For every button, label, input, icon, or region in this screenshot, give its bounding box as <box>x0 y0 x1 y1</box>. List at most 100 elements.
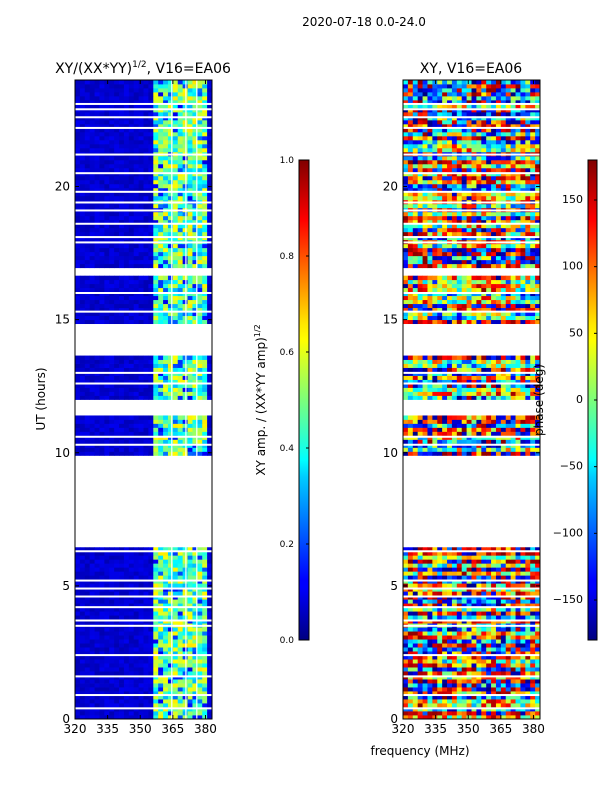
amp-cell <box>207 379 213 384</box>
amp-cell <box>94 127 100 133</box>
phase-cell <box>407 643 414 648</box>
amp-cell <box>133 363 139 368</box>
amp-cell <box>128 127 135 133</box>
amp-cell <box>119 451 125 456</box>
amp-cell <box>143 231 149 237</box>
phase-cell <box>451 715 458 720</box>
amp-cell <box>133 251 139 257</box>
phase-cell <box>491 711 497 716</box>
phase-cell <box>432 667 438 672</box>
amp-cell <box>128 379 135 384</box>
phase-cell <box>515 431 521 436</box>
amp-cell <box>143 103 149 109</box>
phase-cell <box>481 655 487 660</box>
phase-cell <box>505 627 512 632</box>
phase-cell <box>476 627 482 632</box>
amp-cell <box>109 251 115 257</box>
amp-cell <box>99 191 105 197</box>
phase-cell <box>422 591 428 596</box>
phase-cell <box>491 571 497 576</box>
phase-cell <box>451 431 458 436</box>
amp-cell <box>109 191 115 197</box>
amp-cell <box>148 431 154 436</box>
amp-cell <box>79 627 86 632</box>
amp-cell <box>197 91 203 97</box>
phase-cell <box>476 671 482 676</box>
amp-cell <box>133 143 139 149</box>
phase-cell <box>491 615 497 620</box>
phase-cell <box>456 691 463 696</box>
phase-cell <box>491 651 497 656</box>
phase-cell <box>495 651 502 656</box>
phase-cell <box>412 635 419 640</box>
amp-cell <box>89 251 95 257</box>
amp-cell <box>197 215 203 221</box>
phase-cell <box>456 431 463 436</box>
amp-cell <box>202 223 208 229</box>
amp-cell <box>192 583 198 588</box>
phase-cell <box>525 607 531 612</box>
phase-cell <box>471 431 477 436</box>
phase-cell <box>500 603 507 608</box>
phase-cell <box>407 451 414 456</box>
amp-cell <box>94 315 100 321</box>
amp-cell <box>153 167 159 173</box>
amp-cell <box>94 95 100 101</box>
amp-cell <box>104 259 110 265</box>
amp-cell <box>104 231 110 237</box>
amp-cell <box>207 395 213 400</box>
amp-cell <box>79 607 86 612</box>
amp-cell <box>109 315 115 321</box>
phase-cell <box>427 687 433 692</box>
phase-cell <box>451 563 458 568</box>
phase-cell <box>471 635 477 640</box>
amp-cell <box>123 263 130 269</box>
amp-cell <box>207 95 213 101</box>
amp-cell <box>119 711 125 716</box>
amp-cell <box>172 615 179 620</box>
amp-cell <box>187 91 193 97</box>
phase-cell <box>476 647 482 652</box>
phase-cell <box>407 591 414 596</box>
amp-cell <box>75 695 81 700</box>
amp-cell <box>119 311 125 317</box>
amp-cell <box>187 395 193 400</box>
phase-cell <box>407 423 414 428</box>
amp-cell <box>192 703 198 708</box>
amp-cell <box>158 103 164 109</box>
amp-cell <box>158 431 164 436</box>
phase-cell <box>466 667 472 672</box>
phase-cell <box>495 447 502 452</box>
amp-cell <box>94 131 100 137</box>
phase-cell <box>471 547 477 552</box>
phase-cell <box>491 447 497 452</box>
phase-cell <box>432 671 438 676</box>
amp-cell <box>207 251 213 257</box>
amp-cell <box>163 275 169 281</box>
phase-cell <box>505 639 512 644</box>
amp-cell <box>207 671 213 676</box>
amp-cell <box>153 191 159 197</box>
amp-cell <box>202 447 208 452</box>
amp-cell <box>167 211 174 217</box>
amp-cell <box>114 567 120 572</box>
amp-cell <box>94 547 100 552</box>
amp-cell <box>192 139 198 145</box>
amp-cell <box>84 155 91 161</box>
phase-cell <box>525 627 531 632</box>
amp-cell <box>128 131 135 137</box>
amp-flagged-row <box>75 102 212 105</box>
amp-cell <box>138 80 144 85</box>
amp-cell <box>153 299 159 305</box>
phase-cell <box>461 635 467 640</box>
amp-cell <box>123 175 130 181</box>
amp-cell <box>202 187 208 193</box>
amp-cell <box>84 591 91 596</box>
amp-cell <box>138 135 144 141</box>
amp-cell <box>109 131 115 137</box>
amp-cell <box>89 419 95 424</box>
phase-cell <box>476 547 482 552</box>
phase-cell <box>442 655 448 660</box>
phase-cell <box>491 671 497 676</box>
amp-cell <box>94 99 100 105</box>
